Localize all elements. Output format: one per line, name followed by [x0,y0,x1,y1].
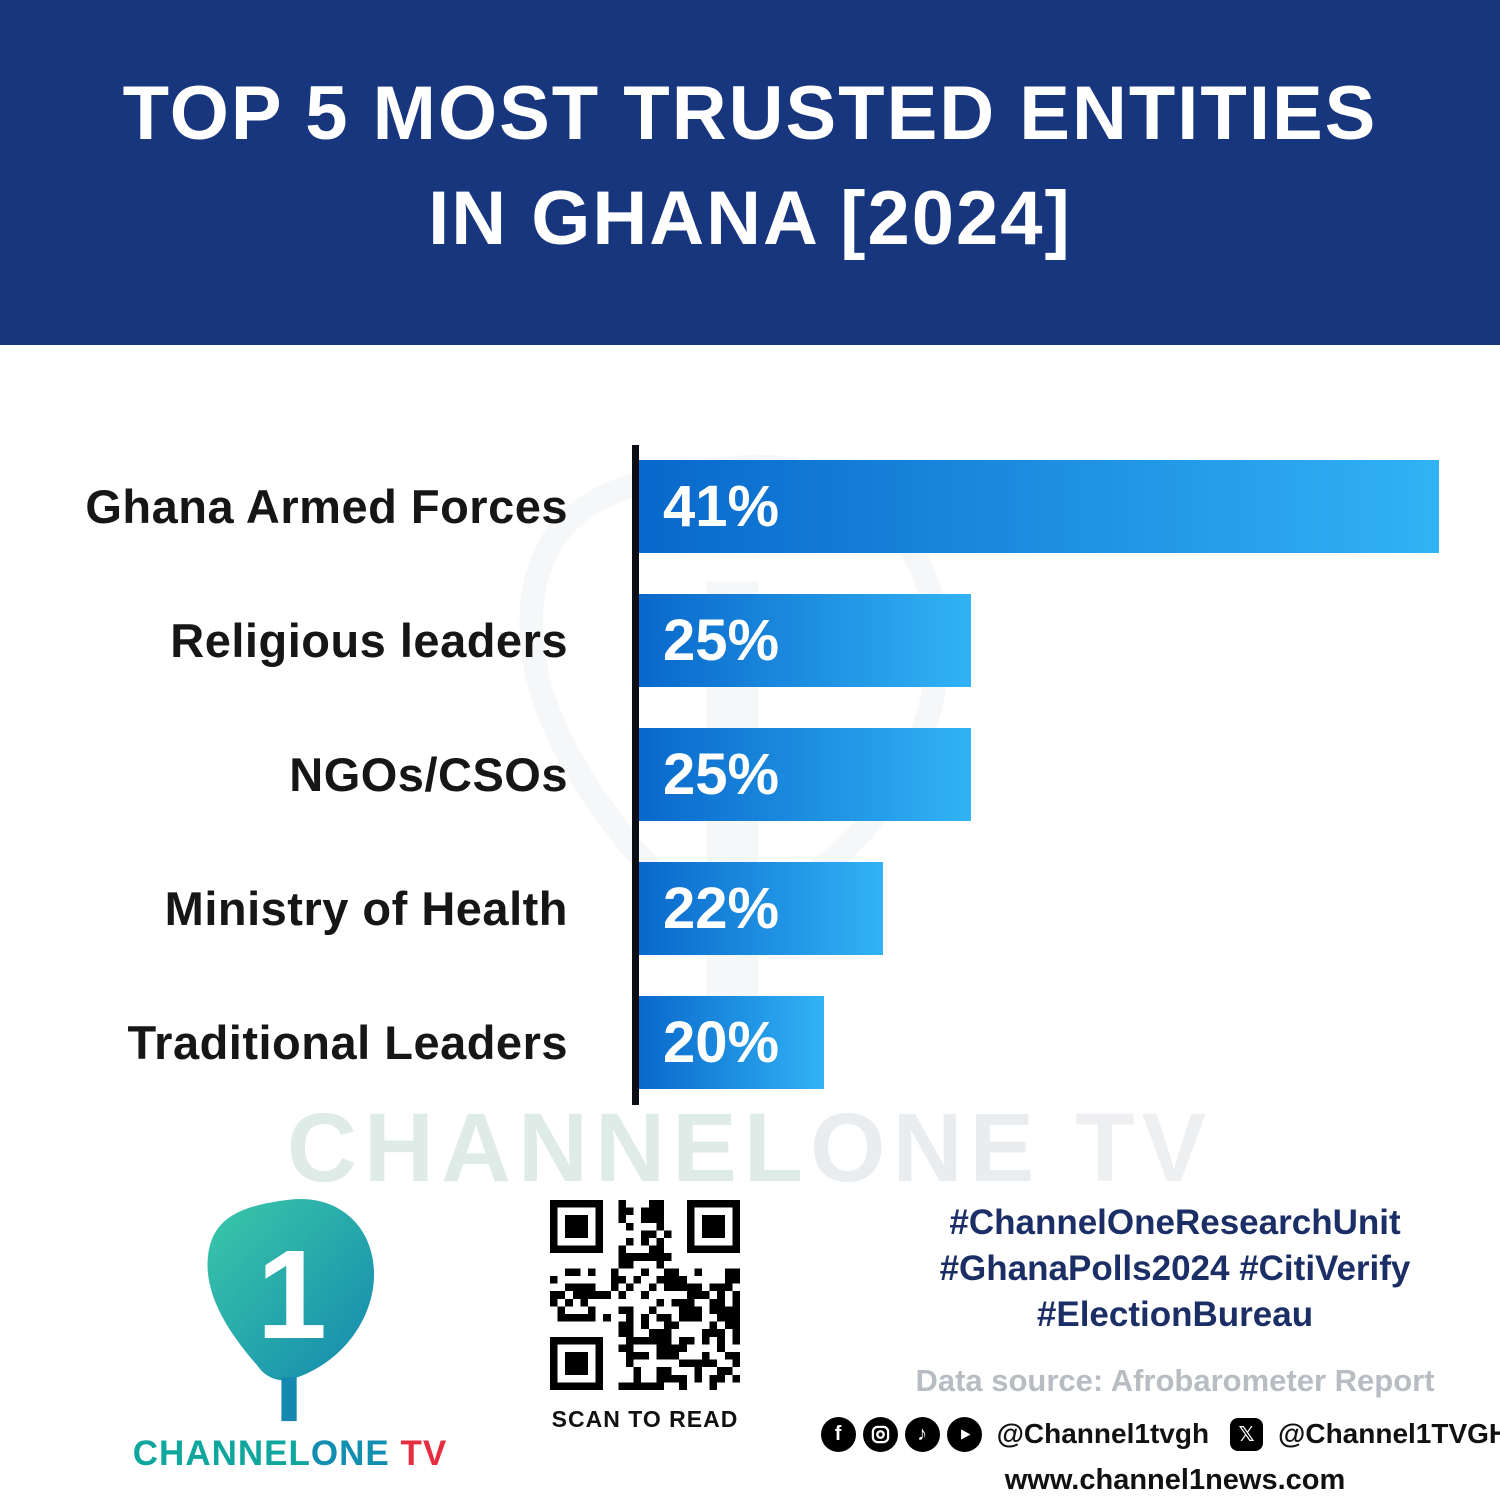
bar-track: 25% [639,594,1500,687]
hashtag-line-2: #GhanaPolls2024 #CitiVerify [939,1249,1411,1289]
youtube-icon [946,1416,982,1452]
bar-track: 25% [639,728,1500,821]
category-label: Ghana Armed Forces [85,480,568,533]
chart-axis [632,445,639,1105]
instagram-icon [862,1416,898,1452]
value-label: 25% [663,742,780,807]
svg-text:1: 1 [257,1224,327,1365]
bar-religious-leaders: 25% [639,594,971,687]
brand-name: CHANNELONE TV [130,1434,450,1474]
tiktok-icon: ♪ [904,1416,940,1452]
brand-tv: TV [389,1434,448,1473]
footer: 1 CHANNELONE TV SCAN TO READ #ChannelOne… [0,1185,1500,1500]
qr-block: SCAN TO READ [540,1200,750,1433]
social-handle-main: @Channel1tvgh [996,1418,1210,1450]
category-label: Ministry of Health [164,882,568,935]
brand-watermark: CHANNELONE TV [0,1092,1500,1204]
title-line-1: TOP 5 MOST TRUSTED ENTITIES [122,71,1378,156]
watermark-tv: TV [1075,1093,1214,1202]
website-url: www.channel1news.com [1004,1463,1346,1496]
channel-one-logo-icon: 1 [207,1199,375,1422]
category-label: Religious leaders [170,614,568,667]
bar-ngos-csos: 25% [639,728,971,821]
x-icon: 𝕏 [1230,1417,1264,1451]
channel-one-logo: 1 CHANNELONE TV [130,1190,450,1474]
social-block: #ChannelOneResearchUnit #GhanaPolls2024 … [820,1200,1500,1497]
bar-ghana-armed-forces: 41% [639,460,1439,553]
value-label: 22% [663,876,780,941]
bar-row: NGOs/CSOs 25% [0,728,1500,821]
brand-channel: CHANNEL [132,1434,311,1473]
watermark-channel: CHANNEL [286,1093,811,1202]
facebook-icon: f [820,1416,856,1452]
bar-ministry-of-health: 22% [639,862,883,955]
bar-row: Ghana Armed Forces 41% [0,460,1500,553]
qr-caption: SCAN TO READ [551,1406,739,1432]
social-row: f ♪ @Channel1tvgh 𝕏 @Channel1TVGHA [820,1416,1500,1452]
bar-row: Religious leaders 25% [0,594,1500,687]
social-handle-x: @Channel1TVGHA [1278,1418,1500,1450]
bar-row: Traditional Leaders 20% [0,996,1500,1089]
data-source: Data source: Afrobarometer Report [915,1362,1435,1398]
bar-track: 22% [639,862,1500,955]
title-line-2: IN GHANA [2024] [428,175,1072,261]
hashtag-line-1: #ChannelOneResearchUnit [949,1203,1401,1242]
value-label: 41% [663,474,780,539]
bar-traditional-leaders: 20% [639,996,824,1089]
bar-chart: Ghana Armed Forces 41% Religious leaders… [0,440,1500,1120]
value-label: 20% [663,1010,780,1075]
qr-code [550,1200,740,1390]
bar-track: 41% [639,460,1500,553]
category-label: NGOs/CSOs [289,748,568,801]
bar-row: Ministry of Health 22% [0,862,1500,955]
value-label: 25% [663,608,780,673]
brand-one: ONE [310,1434,390,1473]
hashtag-line-3: #ElectionBureau [1036,1295,1314,1335]
bar-track: 20% [639,996,1500,1089]
header-banner: TOP 5 MOST TRUSTED ENTITIES IN GHANA [20… [0,0,1500,345]
watermark-one: ONE [810,1093,1042,1202]
chart-rows: Ghana Armed Forces 41% Religious leaders… [0,460,1500,1130]
category-label: Traditional Leaders [127,1016,568,1069]
page-title: TOP 5 MOST TRUSTED ENTITIES IN GHANA [20… [0,62,1500,272]
